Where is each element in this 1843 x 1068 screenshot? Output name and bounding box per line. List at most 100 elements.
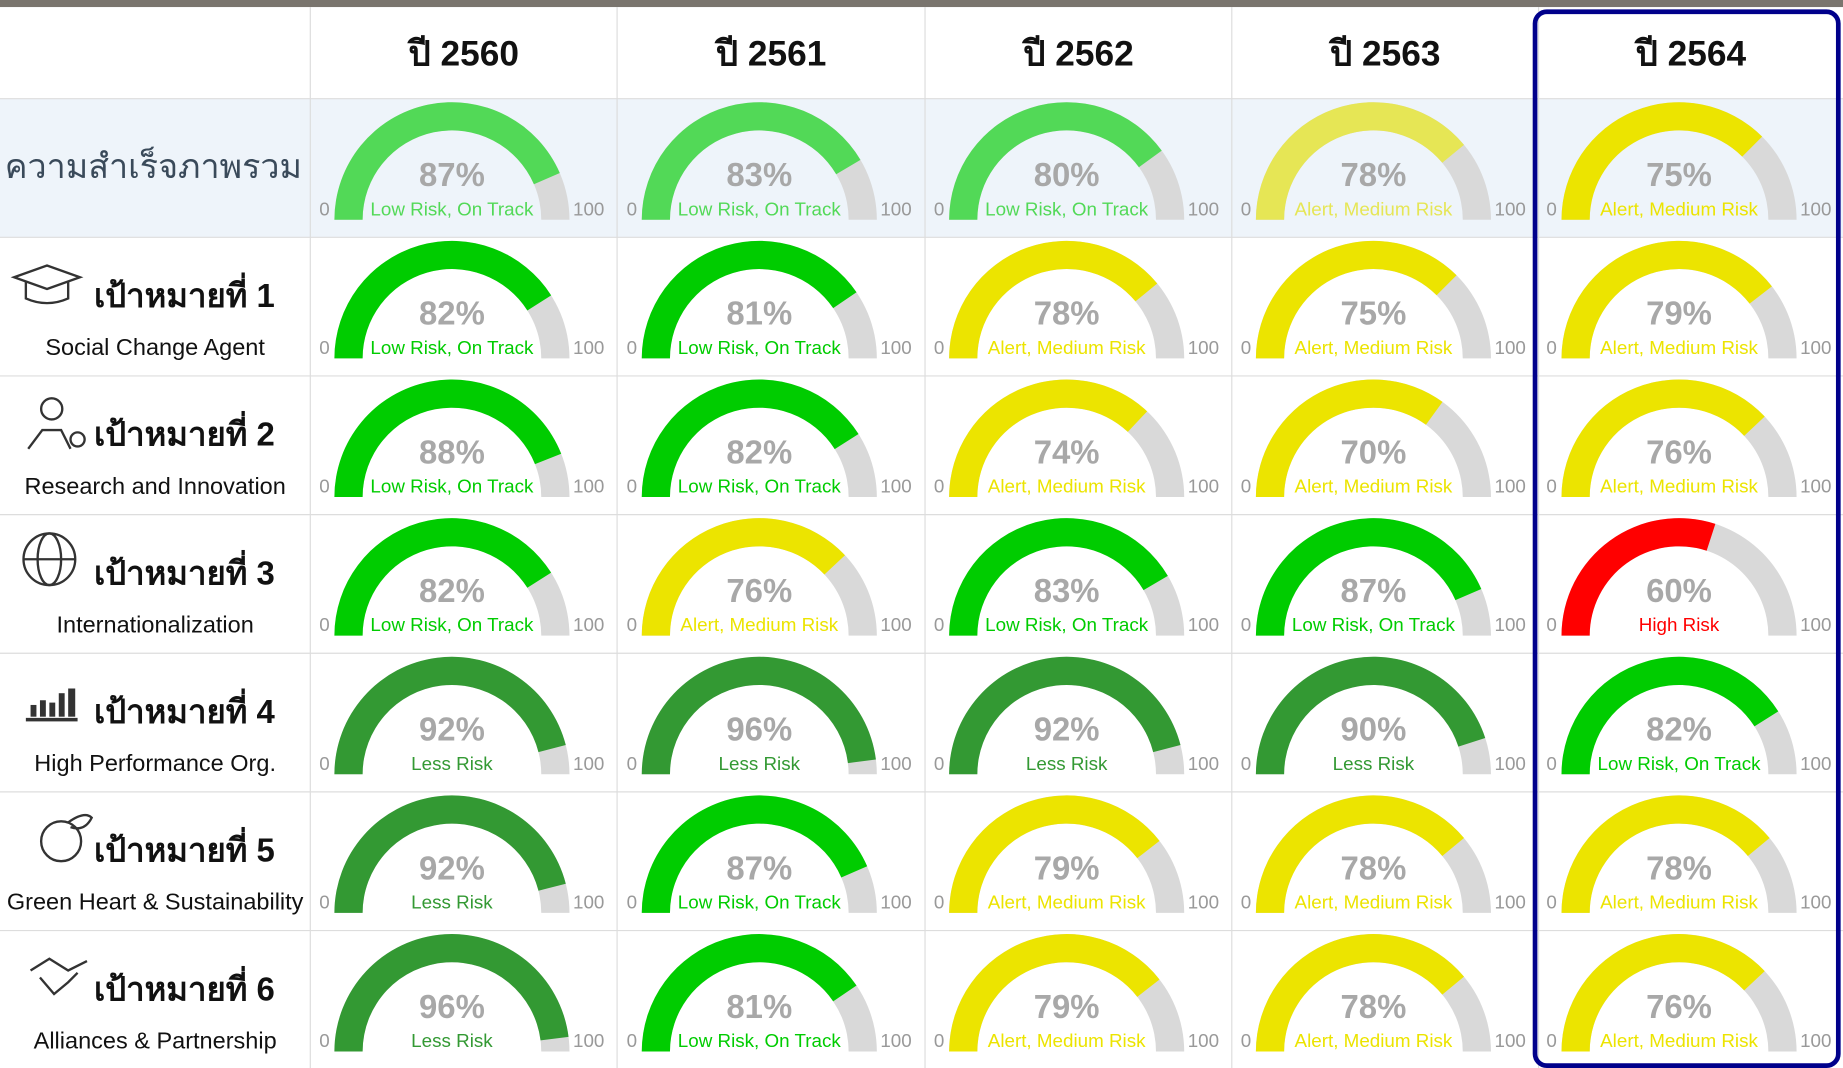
icon-graduation — [10, 264, 84, 305]
gauge-value: 92% — [419, 849, 485, 886]
gauge-value: 82% — [726, 433, 792, 470]
row-label: เป้าหมายที่ 3 — [94, 549, 275, 591]
gauge-max: 100 — [880, 1030, 911, 1051]
gauge-min: 0 — [1241, 198, 1251, 219]
gauge-status: Low Risk, On Track — [1292, 614, 1456, 635]
gauge-min: 0 — [1546, 753, 1556, 774]
gauge-min: 0 — [1241, 337, 1251, 358]
gauge-min: 0 — [627, 614, 637, 635]
gauge-arc — [949, 656, 1181, 775]
gauge-status: Alert, Medium Risk — [1600, 891, 1758, 912]
gauge-value: 75% — [1341, 295, 1407, 332]
gauge-value: 81% — [726, 295, 792, 332]
gauge-max: 100 — [1800, 476, 1831, 497]
gauge-value: 79% — [1034, 849, 1100, 886]
highlight-column — [1532, 9, 1841, 1068]
gauge-status: Low Risk, On Track — [370, 198, 534, 219]
gauge-arc — [1255, 240, 1457, 359]
gauge-max: 100 — [1188, 753, 1219, 774]
gauge-min: 0 — [934, 1030, 944, 1051]
gauge-max: 100 — [1188, 476, 1219, 497]
gauge-max: 100 — [573, 198, 604, 219]
gauge-value: 74% — [1034, 433, 1100, 470]
gauge-min: 0 — [934, 614, 944, 635]
icon-earth — [39, 813, 94, 863]
cells: ปี 2560 ปี 2561 ปี 2562 ปี 2563 ปี 2564 ความส… — [5, 35, 1832, 1054]
gauge-status: Low Risk, On Track — [370, 614, 534, 635]
gauge-max: 100 — [880, 753, 911, 774]
gauge-status: Alert, Medium Risk — [1295, 476, 1453, 497]
gauge-value: 88% — [419, 433, 485, 470]
row-label: เป้าหมายที่ 2 — [94, 411, 275, 453]
gauge-max: 100 — [1800, 891, 1831, 912]
icons — [10, 264, 94, 996]
gauge-arc — [641, 102, 861, 220]
gauge-status: Low Risk, On Track — [985, 614, 1149, 635]
icon-research — [27, 397, 86, 450]
gauge-status: Alert, Medium Risk — [1295, 1030, 1453, 1051]
gauge-value: 87% — [419, 156, 485, 193]
gauge-status: Alert, Medium Risk — [1600, 337, 1758, 358]
gauge-min: 0 — [1241, 1030, 1251, 1051]
gauge-min: 0 — [1546, 614, 1556, 635]
gauge-status: Low Risk, On Track — [678, 1030, 842, 1051]
gauge-status: Alert, Medium Risk — [988, 891, 1146, 912]
gauge-max: 100 — [1494, 198, 1525, 219]
gauge-max: 100 — [573, 476, 604, 497]
gauge-arc — [641, 934, 857, 1052]
gauge-arc — [1255, 934, 1464, 1052]
gauge-status: Low Risk, On Track — [678, 476, 842, 497]
gauge-max: 100 — [1188, 1030, 1219, 1051]
gauge-arc — [334, 934, 569, 1052]
gauge-value: 79% — [1034, 988, 1100, 1025]
gauge-status: Alert, Medium Risk — [1295, 891, 1453, 912]
gauge-status: Alert, Medium Risk — [988, 337, 1146, 358]
gauge-arc — [1255, 795, 1464, 913]
gauge-status: Low Risk, On Track — [678, 198, 842, 219]
gauge-min: 0 — [934, 753, 944, 774]
gauge-min: 0 — [1546, 891, 1556, 912]
gauge-min: 0 — [319, 614, 329, 635]
gauge-status: Less Risk — [411, 753, 493, 774]
gauge-value: 92% — [419, 711, 485, 748]
gauge-arc — [1561, 102, 1763, 220]
gauge-status: Alert, Medium Risk — [988, 1030, 1146, 1051]
gauge-arc — [334, 379, 562, 497]
gauge-status: Alert, Medium Risk — [1600, 198, 1758, 219]
gauge-arc — [1561, 240, 1772, 359]
gauge-value: 96% — [726, 711, 792, 748]
gauge-status: Alert, Medium Risk — [680, 614, 838, 635]
row-sublabel: Green Heart & Sustainability — [7, 889, 304, 915]
gauge-status: Less Risk — [719, 753, 801, 774]
gauge-min: 0 — [1241, 753, 1251, 774]
gauge-max: 100 — [1800, 1030, 1831, 1051]
column-header: ปี 2562 — [1021, 35, 1134, 74]
gauge-value: 78% — [1341, 156, 1407, 193]
gauge-max: 100 — [1494, 753, 1525, 774]
gauge-max: 100 — [1494, 1030, 1525, 1051]
gauge-status: Alert, Medium Risk — [1600, 476, 1758, 497]
gauge-value: 87% — [726, 849, 792, 886]
gauge-min: 0 — [934, 891, 944, 912]
gauge-max: 100 — [1494, 337, 1525, 358]
gauge-max: 100 — [1188, 337, 1219, 358]
gauge-max: 100 — [1800, 198, 1831, 219]
gauge-arc — [334, 795, 566, 913]
gauge-arc — [1561, 518, 1716, 636]
row-sublabel: Research and Innovation — [24, 473, 285, 499]
gauge-status: Less Risk — [411, 891, 493, 912]
gauge-status: Low Risk, On Track — [678, 891, 842, 912]
gauge-max: 100 — [1800, 614, 1831, 635]
gauge-min: 0 — [1241, 891, 1251, 912]
gauge-max: 100 — [573, 337, 604, 358]
gauge-min: 0 — [319, 337, 329, 358]
gauge-min: 0 — [627, 891, 637, 912]
gauge-status: Alert, Medium Risk — [1295, 198, 1453, 219]
icon-chart — [25, 688, 78, 722]
gauge-max: 100 — [573, 753, 604, 774]
gauge-max: 100 — [573, 1030, 604, 1051]
gauge-min: 0 — [319, 198, 329, 219]
gauge-status: Low Risk, On Track — [678, 337, 842, 358]
gauge-value: 80% — [1034, 156, 1100, 193]
